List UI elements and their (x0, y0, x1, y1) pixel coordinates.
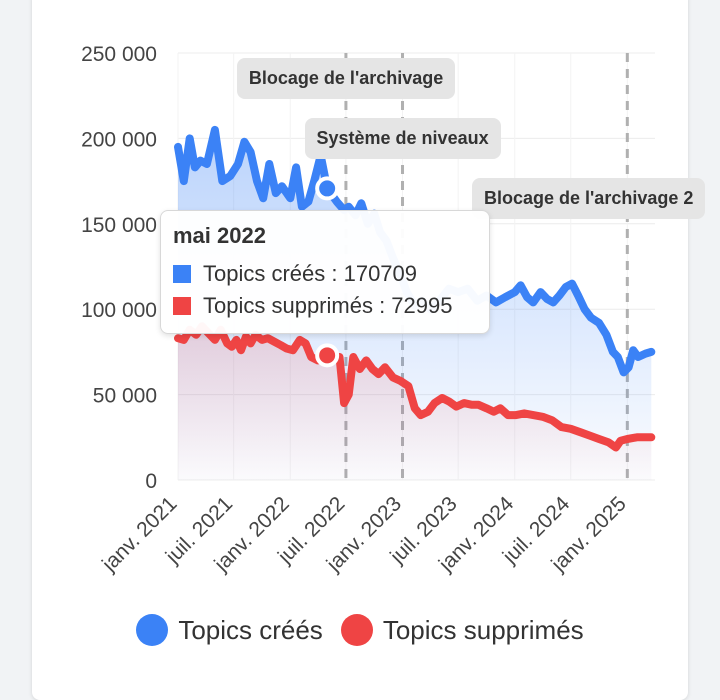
y-axis: 0 50 000 100 000 150 000 200 000 250 000 (81, 43, 157, 493)
event-annotation-label: Blocage de l'archivage 2 (472, 178, 706, 219)
legend-item-deleted[interactable]: Topics supprimés (340, 614, 584, 646)
y-tick-label: 100 000 (81, 299, 157, 322)
event-annotation-label: Blocage de l'archivage (236, 58, 456, 99)
tooltip-row-deleted: Topics supprimés : 72995 (173, 293, 477, 319)
chart-canvas: 0 50 000 100 000 150 000 200 000 250 000 janv… (81, 43, 656, 577)
tooltip-row-created: Topics créés : 170709 (173, 261, 477, 287)
legend-item-created[interactable]: Topics créés (136, 614, 323, 646)
deleted-swatch (173, 297, 191, 315)
x-tick-label: janv. 2021 (97, 492, 181, 576)
legend-dot-deleted (340, 614, 373, 646)
y-tick-label: 50 000 (93, 385, 157, 408)
hover-point-created (315, 176, 340, 201)
tooltip-deleted-value: Topics supprimés : 72995 (203, 293, 453, 318)
y-tick-label: 200 000 (81, 128, 157, 151)
tooltip-title: mai 2022 (173, 223, 266, 248)
tooltip-created-value: Topics créés : 170709 (203, 261, 418, 286)
event-annotation-label: Système de niveaux (304, 118, 501, 159)
series-line-deleted (174, 322, 656, 452)
x-tick: janv. 2021 (97, 492, 181, 576)
y-tick-label: 150 000 (81, 214, 157, 237)
legend-label-deleted: Topics supprimés (382, 614, 584, 645)
series-area-deleted (178, 326, 652, 480)
legend-label-created: Topics créés (178, 614, 323, 645)
hover-point-deleted (315, 343, 340, 368)
chart-legend: Topics créés Topics supprimés (0, 614, 720, 646)
chart-tooltip: mai 2022 Topics créés : 170709 Topics su… (160, 210, 490, 334)
y-tick-label: 0 (145, 470, 157, 493)
legend-dot-created (136, 614, 169, 646)
created-swatch (173, 265, 191, 283)
y-tick-label: 250 000 (81, 43, 157, 66)
hover-markers (315, 176, 340, 368)
